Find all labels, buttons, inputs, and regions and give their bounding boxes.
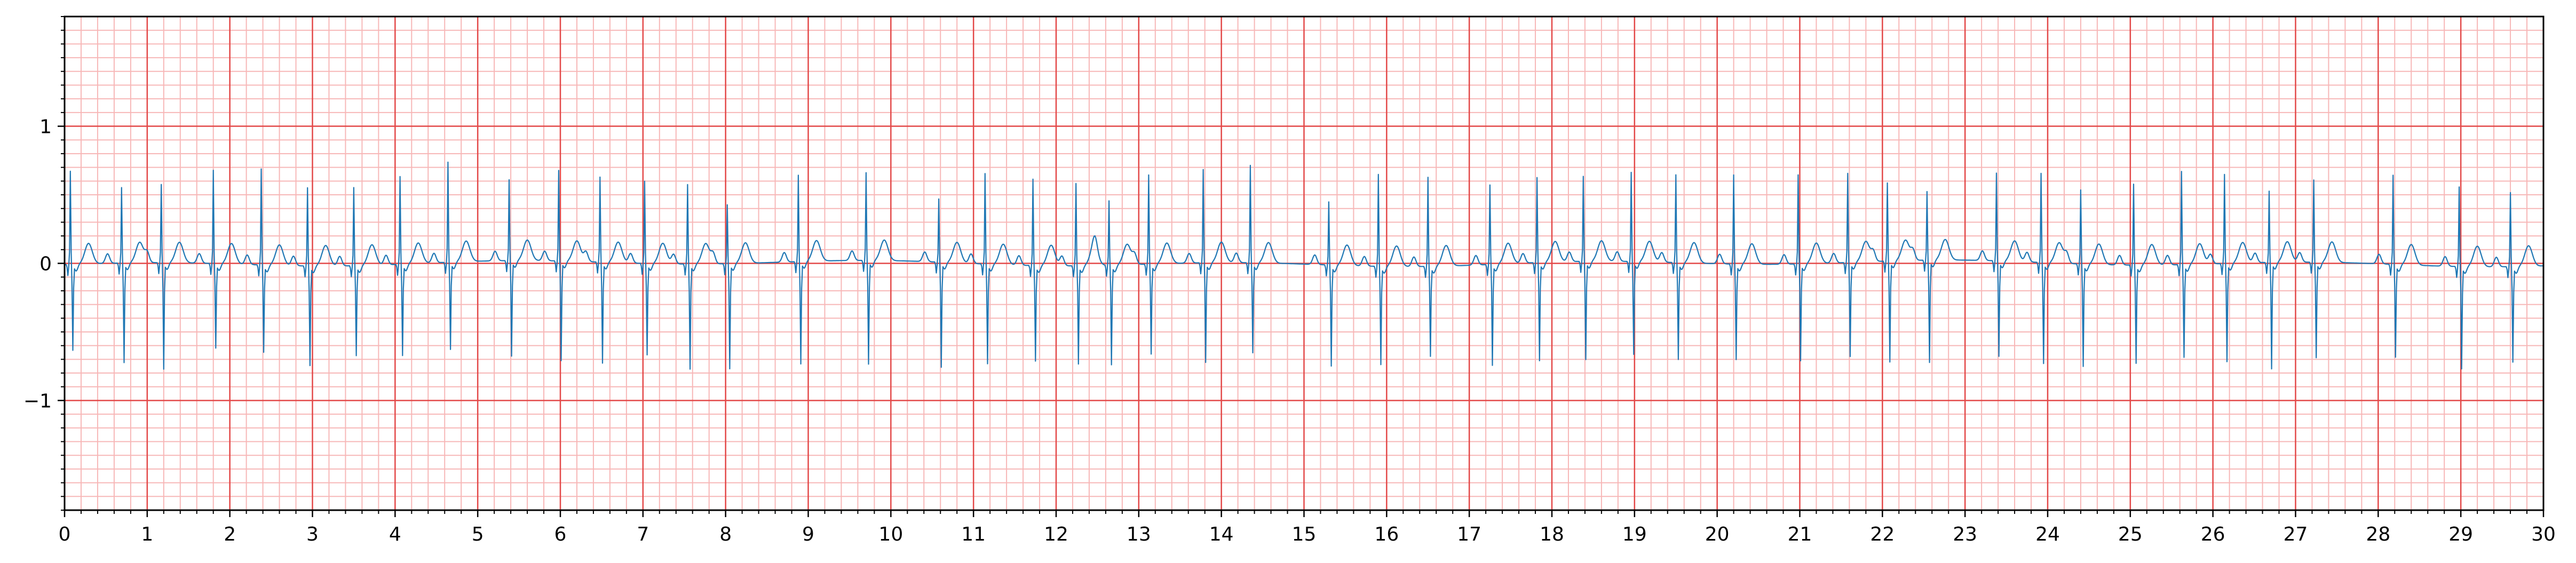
x-tick-label: 24 xyxy=(2035,524,2060,545)
x-tick-label: 21 xyxy=(1788,524,1812,545)
x-tick-label: 28 xyxy=(2366,524,2390,545)
x-tick-label: 16 xyxy=(1374,524,1399,545)
y-tick-label: 1 xyxy=(39,116,52,138)
y-tick-label: −1 xyxy=(23,390,52,412)
x-tick-label: 13 xyxy=(1127,524,1151,545)
x-tick-label: 22 xyxy=(1870,524,1895,545)
x-tick-label: 10 xyxy=(878,524,903,545)
x-tick-label: 0 xyxy=(59,524,71,545)
x-tick-label: 20 xyxy=(1705,524,1730,545)
x-tick-label: 6 xyxy=(554,524,567,545)
x-tick-label: 9 xyxy=(802,524,814,545)
x-tick-label: 23 xyxy=(1953,524,1977,545)
x-tick-label: 8 xyxy=(719,524,732,545)
x-tick-label: 12 xyxy=(1044,524,1068,545)
x-tick-label: 11 xyxy=(961,524,986,545)
x-tick-label: 2 xyxy=(224,524,236,545)
x-tick-label: 25 xyxy=(2118,524,2143,545)
x-tick-label: 1 xyxy=(141,524,153,545)
x-tick-label: 15 xyxy=(1292,524,1317,545)
x-tick-label: 27 xyxy=(2284,524,2308,545)
x-tick-label: 19 xyxy=(1622,524,1647,545)
y-axis: −1 0 1 xyxy=(23,17,65,510)
x-tick-label: 4 xyxy=(389,524,401,545)
x-tick-label: 18 xyxy=(1540,524,1564,545)
x-tick-label: 7 xyxy=(637,524,649,545)
x-tick-label: 17 xyxy=(1457,524,1481,545)
x-axis: 0 1 2 3 4 5 6 7 8 9 10 11 12 13 14 15 16 17 18 19 20 21 22 23 24… xyxy=(59,510,2556,545)
x-tick-label: 26 xyxy=(2201,524,2225,545)
x-tick-label: 3 xyxy=(306,524,319,545)
x-tick-label: 30 xyxy=(2531,524,2556,545)
y-tick-label: 0 xyxy=(39,253,52,275)
x-tick-label: 29 xyxy=(2448,524,2473,545)
x-tick-label: 14 xyxy=(1209,524,1234,545)
x-tick-label: 5 xyxy=(472,524,484,545)
